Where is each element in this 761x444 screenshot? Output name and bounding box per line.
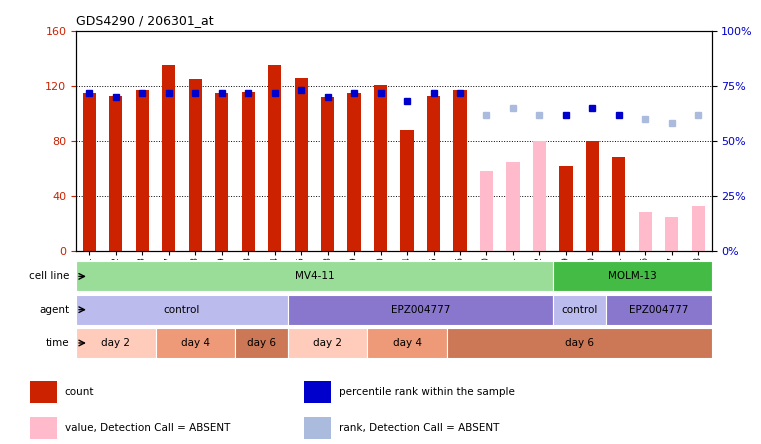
- Bar: [533, 141, 546, 251]
- Bar: [241, 91, 255, 251]
- Bar: [447, 328, 712, 358]
- Bar: [506, 162, 520, 251]
- Bar: [427, 95, 440, 251]
- Text: time: time: [46, 338, 70, 348]
- Bar: [400, 130, 414, 251]
- Text: day 6: day 6: [247, 338, 276, 348]
- Bar: [189, 79, 202, 251]
- Bar: [288, 328, 368, 358]
- Bar: [304, 381, 331, 403]
- Bar: [155, 328, 235, 358]
- Bar: [135, 90, 149, 251]
- Text: control: control: [164, 305, 200, 315]
- Bar: [109, 95, 123, 251]
- Text: day 2: day 2: [101, 338, 130, 348]
- Bar: [692, 206, 705, 251]
- Text: day 4: day 4: [393, 338, 422, 348]
- Bar: [321, 97, 334, 251]
- Bar: [162, 65, 175, 251]
- Text: day 4: day 4: [181, 338, 210, 348]
- Text: value, Detection Call = ABSENT: value, Detection Call = ABSENT: [65, 423, 230, 433]
- Bar: [552, 262, 712, 291]
- Bar: [552, 295, 606, 325]
- Bar: [368, 328, 447, 358]
- Bar: [215, 93, 228, 251]
- Text: MOLM-13: MOLM-13: [608, 271, 657, 281]
- Text: cell line: cell line: [30, 271, 70, 281]
- Bar: [76, 295, 288, 325]
- Bar: [613, 158, 626, 251]
- Text: day 2: day 2: [313, 338, 342, 348]
- Bar: [76, 328, 155, 358]
- Bar: [83, 93, 96, 251]
- Bar: [638, 212, 652, 251]
- Text: control: control: [561, 305, 597, 315]
- Text: percentile rank within the sample: percentile rank within the sample: [339, 387, 514, 397]
- Bar: [374, 85, 387, 251]
- Bar: [268, 65, 282, 251]
- Bar: [304, 417, 331, 439]
- Bar: [288, 295, 552, 325]
- Bar: [295, 78, 307, 251]
- Text: EPZ004777: EPZ004777: [629, 305, 688, 315]
- Text: agent: agent: [40, 305, 70, 315]
- Bar: [559, 166, 572, 251]
- Text: rank, Detection Call = ABSENT: rank, Detection Call = ABSENT: [339, 423, 499, 433]
- Bar: [665, 217, 679, 251]
- Text: EPZ004777: EPZ004777: [390, 305, 450, 315]
- Bar: [480, 171, 493, 251]
- Text: day 6: day 6: [565, 338, 594, 348]
- Bar: [235, 328, 288, 358]
- Bar: [606, 295, 712, 325]
- Bar: [30, 417, 57, 439]
- Text: MV4-11: MV4-11: [295, 271, 334, 281]
- Bar: [30, 381, 57, 403]
- Bar: [76, 262, 552, 291]
- Bar: [586, 141, 599, 251]
- Text: GDS4290 / 206301_at: GDS4290 / 206301_at: [76, 14, 214, 27]
- Bar: [348, 93, 361, 251]
- Bar: [454, 90, 466, 251]
- Text: count: count: [65, 387, 94, 397]
